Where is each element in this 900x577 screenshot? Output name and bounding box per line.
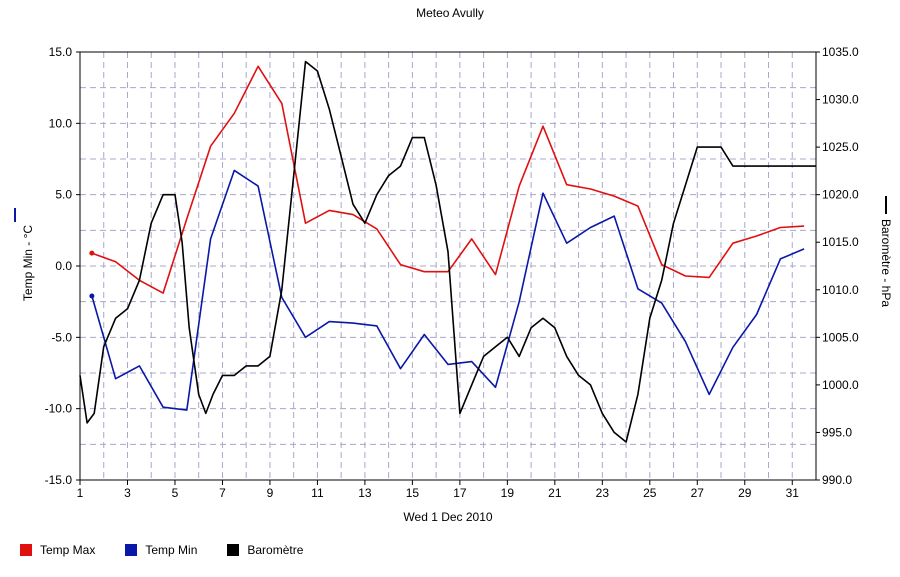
x-tick-label: 19 — [501, 486, 515, 500]
legend-label-temp-min: Temp Min — [145, 543, 198, 557]
legend-label-temp-max: Temp Max — [40, 543, 96, 557]
y-left-tick-label: 10.0 — [49, 116, 73, 130]
x-tick-label: 1 — [77, 486, 84, 500]
series-start-point-temp-min — [89, 293, 95, 299]
x-tick-label: 9 — [267, 486, 274, 500]
axis-ticks: 1 3 5 7 9 11 13 15 17 19 21 23 25 27 29 31-15.0-10.0-5.… — [14, 45, 887, 500]
x-tick-label: 17 — [453, 486, 467, 500]
y-left-tick-label: -10.0 — [45, 402, 73, 416]
legend-item-temp-max: Temp Max — [20, 543, 95, 557]
x-tick-label: 7 — [219, 486, 226, 500]
x-tick-label: 23 — [596, 486, 610, 500]
y-right-tick-label: 1035.0 — [822, 45, 859, 59]
y-right-tick-label: 1030.0 — [822, 93, 859, 107]
x-tick-label: 5 — [172, 486, 179, 500]
y-right-tick-label: 990.0 — [822, 473, 852, 487]
series-line-temp-min — [91, 169, 805, 411]
y-right-tick-label: 1025.0 — [822, 140, 859, 154]
y-axis-right-label: Baromètre - hPa — [879, 218, 893, 308]
chart-title: Meteo Avully — [416, 6, 484, 20]
y-right-tick-label: 995.0 — [822, 425, 852, 439]
y-axis-left-label: Temp Min - °C — [21, 224, 35, 302]
y-left-tick-label: -15.0 — [45, 473, 73, 487]
x-tick-label: 21 — [548, 486, 562, 500]
y-right-tick-label: 1000.0 — [822, 378, 859, 392]
y-left-tick-label: 5.0 — [55, 188, 72, 202]
x-axis-label: Wed 1 Dec 2010 — [403, 510, 493, 524]
x-tick-label: 11 — [311, 486, 324, 500]
y-left-tick-label: 15.0 — [49, 45, 73, 59]
y-right-tick-label: 1005.0 — [822, 330, 859, 344]
y-right-tick-label: 1010.0 — [822, 283, 859, 297]
x-tick-label: 29 — [738, 486, 752, 500]
series-line-temp-max — [91, 65, 805, 294]
x-tick-label: 25 — [643, 486, 657, 500]
y-left-tick-label: 0.0 — [55, 259, 72, 273]
y-right-tick-label: 1015.0 — [822, 235, 859, 249]
x-tick-label: 13 — [358, 486, 372, 500]
legend-swatch-barometre — [227, 544, 240, 556]
y-left-tick-label: -5.0 — [51, 330, 72, 344]
legend: Temp Max Temp Min Baromètre — [20, 543, 333, 557]
legend-swatch-temp-min — [125, 544, 138, 556]
legend-item-temp-min: Temp Min — [125, 543, 197, 557]
series-line-barom-tre — [79, 60, 816, 443]
series-lines — [79, 60, 816, 443]
legend-item-barometre: Baromètre — [227, 543, 303, 557]
series-start-point-temp-max — [89, 250, 95, 256]
grid — [80, 52, 816, 480]
x-tick-label: 15 — [406, 486, 420, 500]
legend-label-barometre: Baromètre — [247, 543, 304, 557]
legend-swatch-temp-max — [20, 544, 32, 556]
x-tick-label: 31 — [786, 486, 800, 500]
x-tick-label: 27 — [691, 486, 705, 500]
x-tick-label: 3 — [124, 486, 131, 500]
y-right-tick-label: 1020.0 — [822, 188, 859, 202]
